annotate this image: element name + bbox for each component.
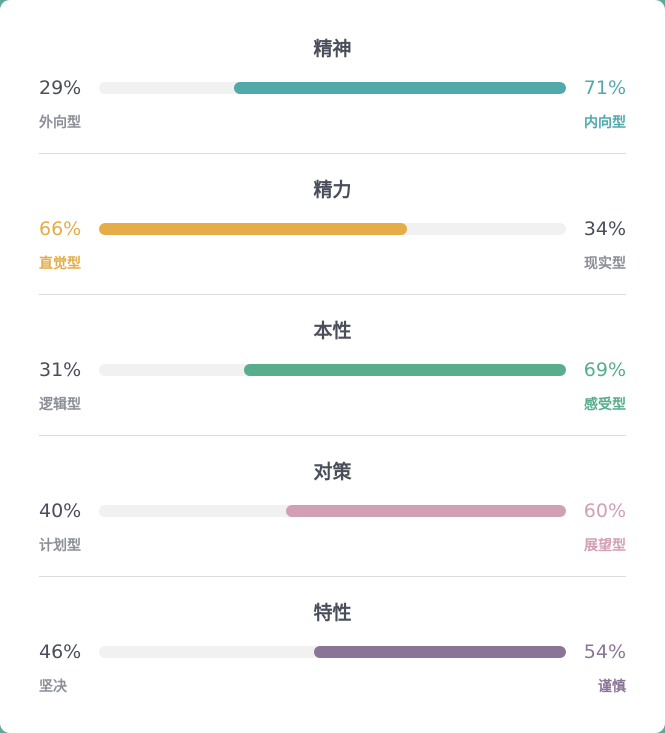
right-label: 现实型	[584, 256, 626, 272]
trait-bar-track	[99, 505, 566, 517]
trait-bar-fill	[234, 82, 566, 94]
left-percent: 66%	[39, 218, 82, 240]
trait-section-identity: 特性 46% 54% 坚决 谨慎	[39, 577, 626, 718]
section-divider	[39, 435, 626, 436]
right-label: 内向型	[584, 115, 626, 131]
trait-title: 特性	[313, 602, 352, 624]
section-divider	[39, 153, 626, 154]
trait-title: 精神	[313, 38, 352, 60]
trait-bar-fill	[243, 364, 566, 376]
trait-bar-fill	[285, 505, 566, 517]
trait-title: 精力	[313, 179, 352, 201]
trait-title: 本性	[313, 320, 352, 342]
trait-section-tactics: 对策 40% 60% 计划型 展望型	[39, 436, 626, 577]
trait-bar-track	[99, 82, 566, 94]
left-label: 坚决	[39, 679, 67, 695]
right-percent: 69%	[583, 359, 626, 381]
trait-bar-track	[99, 646, 566, 658]
right-percent: 60%	[583, 500, 626, 522]
section-divider	[39, 294, 626, 295]
trait-bar-fill	[99, 223, 408, 235]
trait-bar-track	[99, 364, 566, 376]
right-label: 展望型	[584, 538, 626, 554]
trait-section-nature: 本性 31% 69% 逻辑型 感受型	[39, 295, 626, 436]
trait-bar-track	[99, 223, 566, 235]
left-percent: 31%	[39, 359, 82, 381]
left-label: 逻辑型	[39, 397, 81, 413]
trait-section-energy: 精力 66% 34% 直觉型 现实型	[39, 154, 626, 295]
right-label: 谨慎	[598, 679, 626, 695]
left-percent: 40%	[39, 500, 82, 522]
trait-section-mind: 精神 29% 71% 外向型 内向型	[39, 13, 626, 154]
right-percent: 54%	[583, 641, 626, 663]
left-percent: 46%	[39, 641, 82, 663]
section-divider	[39, 576, 626, 577]
left-label: 计划型	[39, 538, 81, 554]
left-label: 直觉型	[39, 256, 81, 272]
right-label: 感受型	[584, 397, 626, 413]
left-label: 外向型	[39, 115, 81, 131]
left-percent: 29%	[39, 77, 82, 99]
trait-title: 对策	[313, 461, 352, 483]
right-percent: 71%	[583, 77, 626, 99]
right-percent: 34%	[583, 218, 626, 240]
trait-bar-fill	[313, 646, 566, 658]
